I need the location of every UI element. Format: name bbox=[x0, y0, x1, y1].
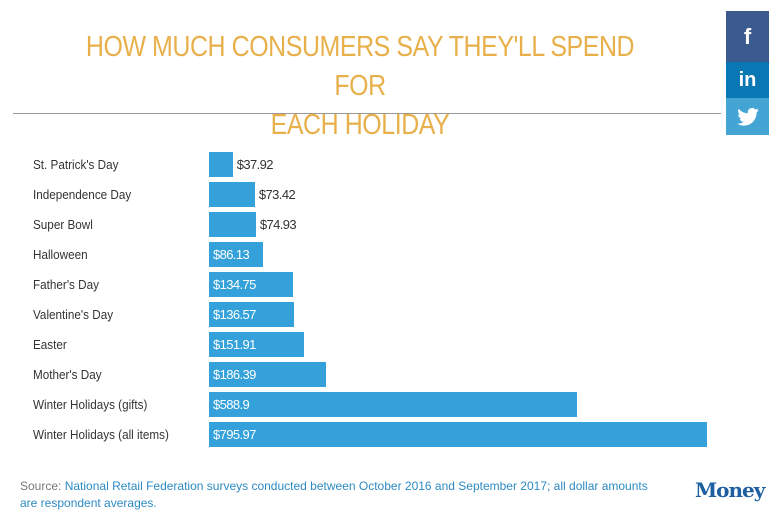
value-label: $151.91 bbox=[213, 337, 256, 352]
value-label: $186.39 bbox=[213, 367, 256, 382]
category-label: Winter Holidays (gifts) bbox=[33, 397, 148, 412]
value-label: $795.97 bbox=[213, 427, 256, 442]
twitter-share-button[interactable] bbox=[726, 98, 769, 135]
value-label: $136.57 bbox=[213, 307, 256, 322]
bar bbox=[209, 212, 256, 237]
value-label: $134.75 bbox=[213, 277, 256, 292]
bar bbox=[209, 392, 578, 417]
source-note: Source: National Retail Federation surve… bbox=[20, 478, 660, 512]
bar bbox=[209, 302, 295, 327]
linkedin-share-button[interactable]: in bbox=[726, 62, 769, 98]
value-label: $86.13 bbox=[213, 247, 250, 262]
chart-title: HOW MUCH CONSUMERS SAY THEY'LL SPEND FOR… bbox=[68, 28, 653, 145]
value-label: $37.92 bbox=[236, 157, 274, 172]
bar bbox=[209, 272, 294, 297]
facebook-share-button[interactable]: f bbox=[726, 11, 769, 62]
chart-title-line2: EACH HOLIDAY bbox=[270, 109, 450, 141]
value-label: $74.93 bbox=[259, 217, 297, 232]
category-label: Easter bbox=[33, 337, 67, 352]
category-label: Super Bowl bbox=[33, 217, 93, 232]
value-label: $588.9 bbox=[213, 397, 250, 412]
twitter-icon bbox=[736, 107, 759, 126]
bar bbox=[209, 332, 305, 357]
linkedin-icon: in bbox=[738, 68, 757, 91]
chart-title-line1: HOW MUCH CONSUMERS SAY THEY'LL SPEND FOR bbox=[85, 31, 635, 102]
bar bbox=[209, 422, 707, 447]
money-logo: Money bbox=[695, 478, 765, 502]
bar bbox=[209, 182, 255, 207]
category-label: Mother's Day bbox=[33, 367, 102, 382]
source-prefix: Source: bbox=[20, 479, 65, 493]
source-text: National Retail Federation surveys condu… bbox=[20, 479, 648, 510]
title-divider bbox=[13, 113, 721, 114]
bar bbox=[209, 362, 326, 387]
category-label: Father's Day bbox=[33, 277, 99, 292]
category-label: Winter Holidays (all items) bbox=[33, 427, 169, 442]
category-label: Halloween bbox=[33, 247, 88, 262]
category-label: Independence Day bbox=[33, 187, 132, 202]
category-label: St. Patrick's Day bbox=[33, 157, 119, 172]
bar bbox=[209, 152, 233, 177]
bar bbox=[209, 242, 263, 267]
value-label: $73.42 bbox=[258, 187, 296, 202]
facebook-icon: f bbox=[743, 23, 752, 49]
category-label: Valentine's Day bbox=[33, 307, 114, 322]
